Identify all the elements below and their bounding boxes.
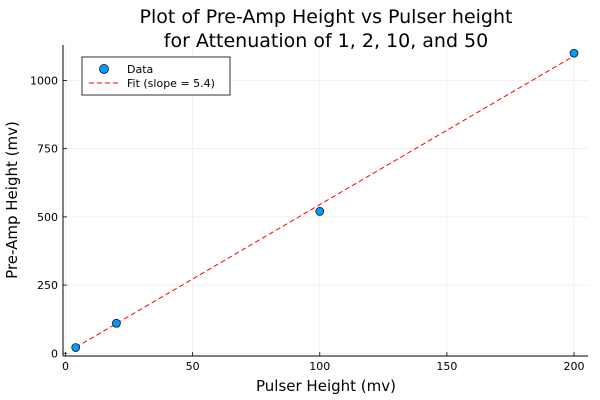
data-point — [569, 48, 579, 58]
chart-title-line-1: Plot of Pre-Amp Height vs Pulser height — [140, 6, 513, 28]
data-point — [71, 343, 81, 352]
x-tick-label: 200 — [564, 360, 585, 373]
plot-area — [71, 48, 579, 352]
axes — [62, 45, 588, 357]
tick-labels: 0 50 100 150 200 0 250 500 750 1000 — [30, 74, 585, 373]
y-tick-label: 1000 — [30, 74, 58, 87]
legend-data-marker — [99, 64, 109, 74]
chart-title-line-2: for Attenuation of 1, 2, 10, and 50 — [164, 30, 488, 52]
data-point — [315, 207, 325, 216]
legend: Data Fit (slope = 5.4) — [81, 56, 231, 96]
x-tick-label: 0 — [62, 360, 69, 373]
x-tick-label: 50 — [186, 360, 200, 373]
grid — [63, 45, 588, 356]
y-tick-label: 500 — [37, 211, 58, 224]
x-tick-label: 150 — [436, 360, 457, 373]
y-tick-label: 250 — [37, 279, 58, 292]
legend-box — [81, 56, 231, 96]
y-tick-label: 0 — [51, 347, 58, 360]
x-tick-label: 100 — [309, 360, 330, 373]
legend-data-label: Data — [127, 63, 153, 76]
data-point — [112, 318, 121, 328]
x-axis-label: Pulser Height (mv) — [256, 377, 396, 395]
y-tick-label: 750 — [37, 143, 58, 156]
fit-line — [75, 55, 575, 348]
y-axis-label: Pre-Amp Height (mv) — [3, 121, 21, 279]
legend-fit-label: Fit (slope = 5.4) — [127, 77, 215, 90]
